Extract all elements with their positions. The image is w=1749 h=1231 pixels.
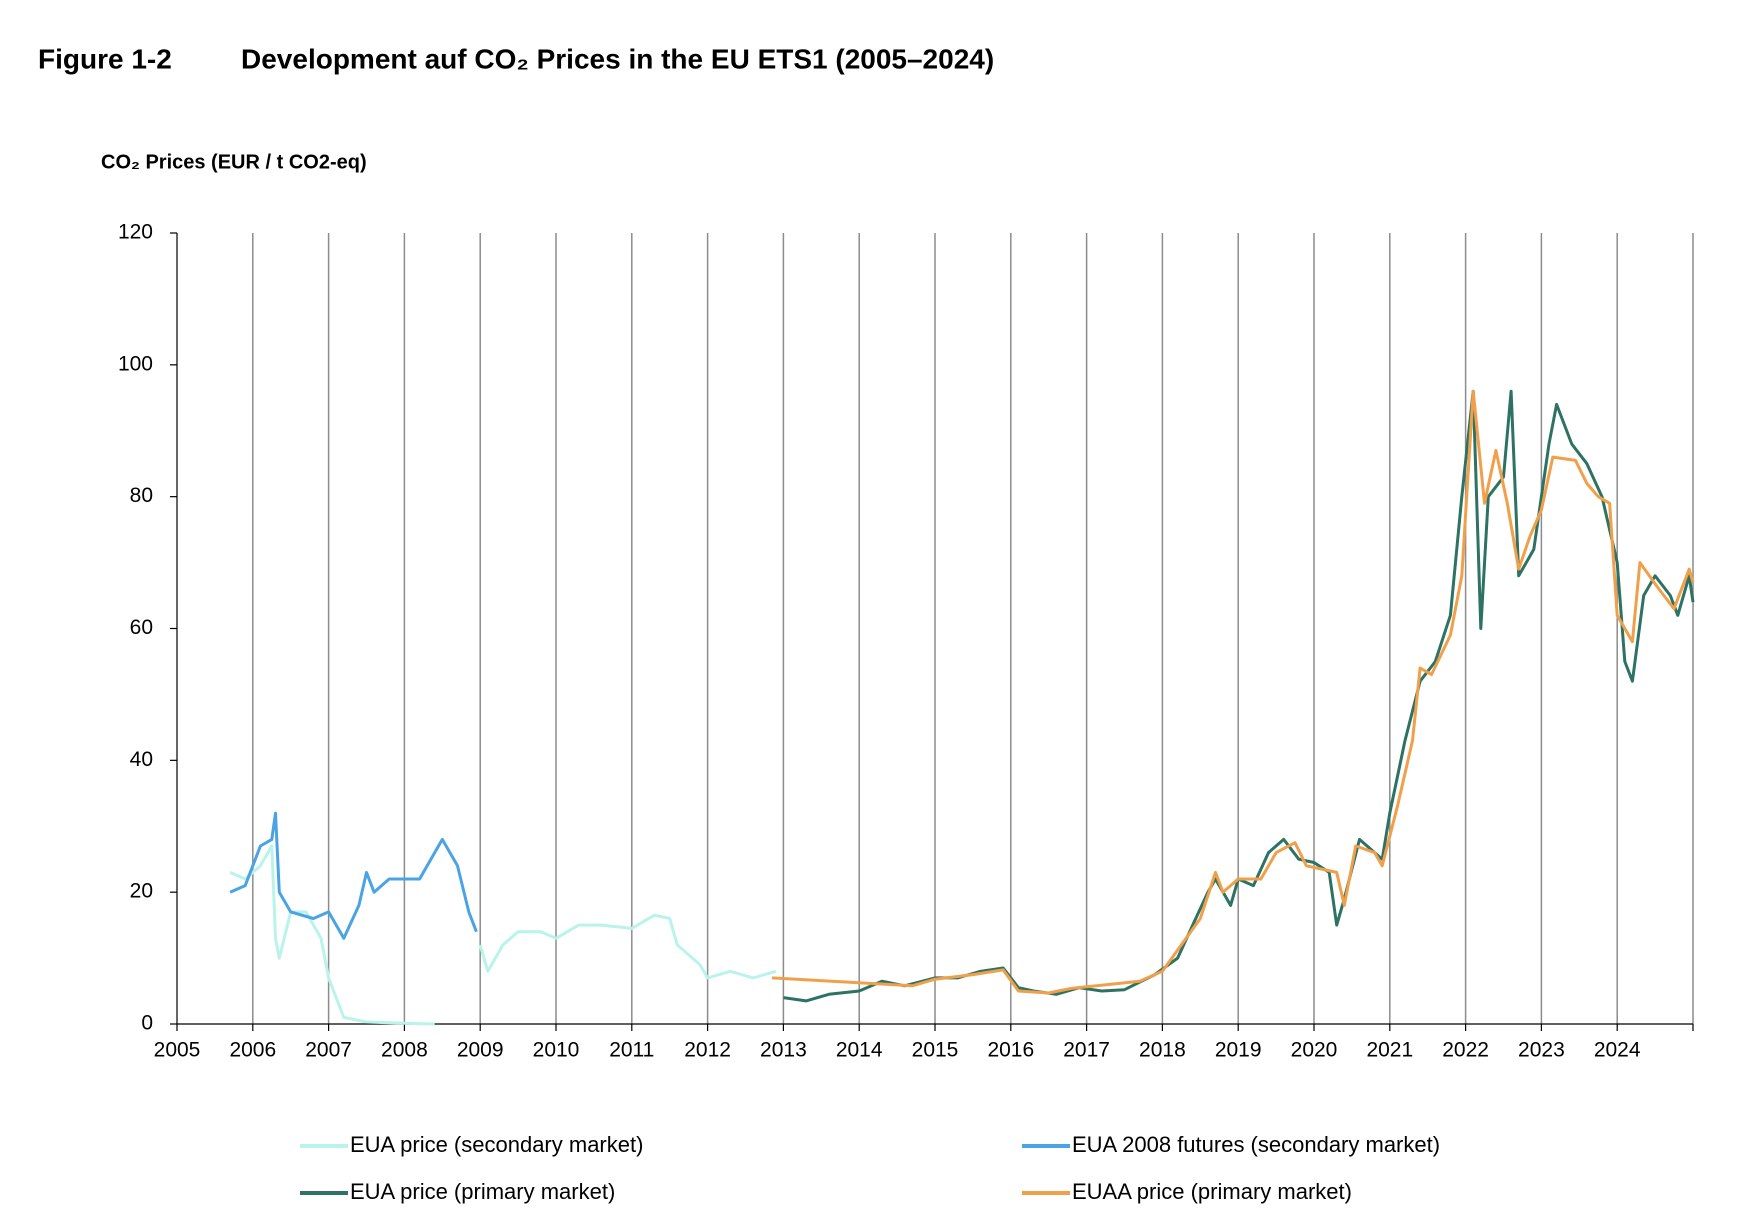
y-tick-label: 100 (118, 352, 153, 375)
x-tick-label: 2014 (836, 1039, 883, 1062)
y-axis-label: CO₂ Prices (EUR / t CO2-eq) (101, 151, 367, 173)
x-tick-label: 2018 (1139, 1039, 1186, 1062)
x-tick-label: 2021 (1366, 1039, 1413, 1062)
legend-label: EUA 2008 futures (secondary market) (1072, 1132, 1440, 1157)
legend-label: EUA price (secondary market) (350, 1132, 643, 1157)
x-tick-label: 2024 (1594, 1039, 1641, 1062)
figure-label: Figure 1-2 (38, 43, 172, 74)
chart-title: Development auf CO₂ Prices in the EU ETS… (241, 43, 994, 74)
x-tick-label: 2010 (533, 1039, 580, 1062)
series-line (783, 389, 1695, 1003)
y-tick-label: 0 (141, 1012, 153, 1035)
x-tick-label: 2012 (684, 1039, 731, 1062)
x-tick-label: 2023 (1518, 1039, 1565, 1062)
x-tick-label: 2019 (1215, 1039, 1262, 1062)
y-tick-label: 120 (118, 221, 153, 244)
x-tick-label: 2007 (305, 1039, 352, 1062)
y-tick-label: 40 (130, 748, 153, 771)
x-tick-label: 2013 (760, 1039, 807, 1062)
legend-label: EUAA price (primary market) (1072, 1179, 1352, 1204)
series-line (229, 811, 478, 940)
x-tick-label: 2008 (381, 1039, 428, 1062)
y-tick-label: 20 (130, 880, 153, 903)
x-tick-label: 2009 (457, 1039, 504, 1062)
x-tick-label: 2015 (912, 1039, 959, 1062)
x-tick-label: 2006 (229, 1039, 276, 1062)
x-tick-label: 2011 (609, 1039, 654, 1062)
y-tick-label: 60 (130, 616, 153, 639)
y-tick-label: 80 (130, 484, 153, 507)
series-line (771, 389, 1695, 995)
x-tick-label: 2016 (987, 1039, 1034, 1062)
x-tick-label: 2017 (1063, 1039, 1110, 1062)
x-tick-label: 2020 (1291, 1039, 1338, 1062)
x-tick-label: 2022 (1442, 1039, 1489, 1062)
legend-label: EUA price (primary market) (350, 1179, 615, 1204)
series-line (229, 844, 777, 1026)
x-tick-label: 2005 (154, 1039, 201, 1062)
